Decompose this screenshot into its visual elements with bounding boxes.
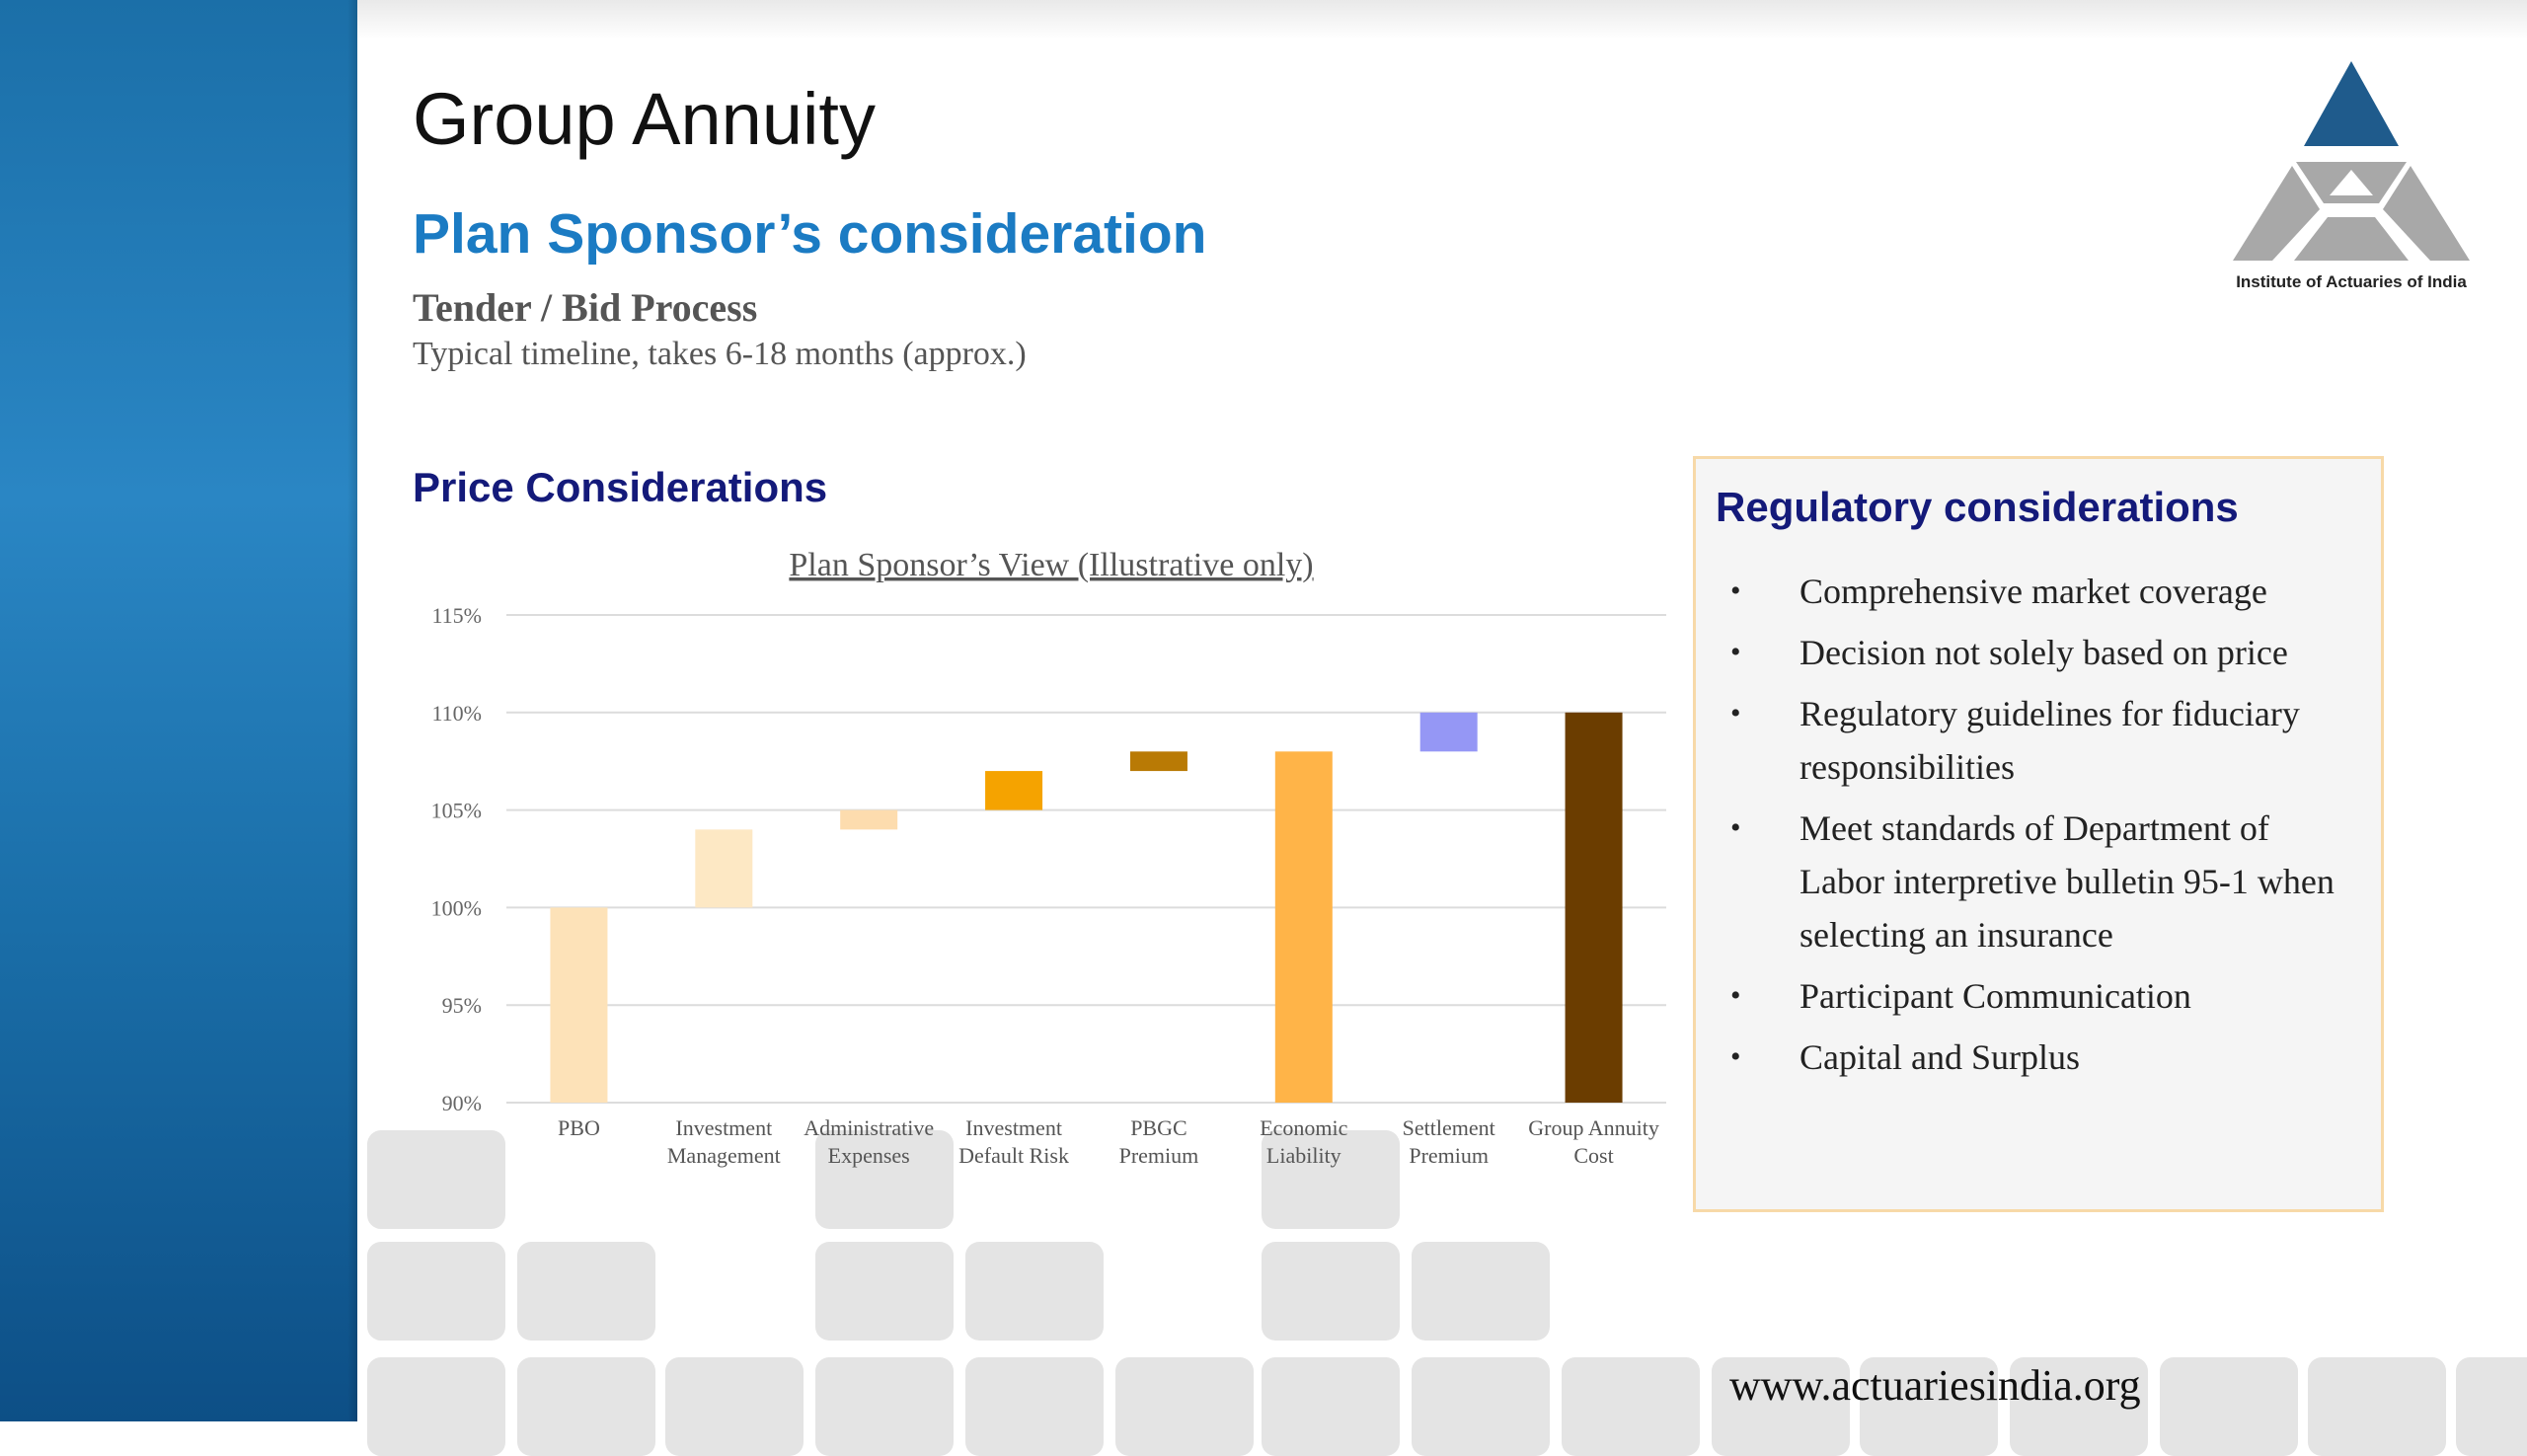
regulatory-item: • Capital and Surplus: [1696, 1031, 2377, 1084]
y-tick-label: 115%: [431, 603, 482, 628]
logo-caption: Institute of Actuaries of India: [2236, 272, 2467, 291]
bullet-icon: •: [1730, 636, 1741, 668]
regulatory-item: • Participant Communication: [1696, 969, 2377, 1023]
regulatory-item-text: Capital and Surplus: [1800, 1037, 2080, 1077]
regulatory-item-text: Decision not solely based on price: [1800, 633, 2288, 672]
bar: [1274, 751, 1333, 1103]
bar: [1419, 712, 1478, 752]
regulatory-title: Regulatory considerations: [1716, 484, 2239, 530]
regulatory-item-text: Meet standards of Department of Labor in…: [1800, 808, 2335, 955]
y-tick-label: 90%: [442, 1091, 482, 1115]
regulatory-item: • Regulatory guidelines for fiduciary res…: [1696, 687, 2377, 794]
bar: [1565, 712, 1623, 1103]
top-shade: [357, 0, 2527, 39]
slide-title: Group Annuity: [413, 78, 876, 160]
bullet-icon: •: [1730, 575, 1741, 607]
bar: [695, 829, 753, 908]
x-tick-label: Cost: [1573, 1143, 1613, 1168]
timeline-subtitle: Typical timeline, takes 6-18 months (app…: [413, 336, 1027, 372]
y-tick-label: 105%: [431, 799, 482, 823]
left-sidebar-band: [0, 0, 357, 1421]
regulatory-item: • Meet standards of Department of Labor i…: [1696, 802, 2377, 961]
bar: [840, 809, 898, 830]
bullet-icon: •: [1730, 697, 1741, 729]
y-tick-label: 100%: [431, 895, 482, 920]
x-tick-label: Group Annuity: [1528, 1115, 1659, 1140]
x-tick-label: Investment: [965, 1115, 1062, 1140]
regulatory-item-text: Participant Communication: [1800, 976, 2191, 1016]
regulatory-item: • Decision not solely based on price: [1696, 626, 2377, 679]
y-tick-label: 110%: [431, 701, 482, 726]
x-tick-label: PBO: [558, 1115, 600, 1140]
bar: [985, 771, 1043, 810]
x-axis-labels: PBO Investment Management Administrative Exp…: [558, 1115, 1659, 1168]
x-tick-label: Investment: [675, 1115, 772, 1140]
iai-logo-icon: [2233, 61, 2470, 261]
waterfall-chart: Plan Sponsor’s View (Illustrative only) …: [431, 547, 1666, 1168]
x-tick-label: Expenses: [828, 1143, 910, 1168]
footer-url: www.actuariesindia.org: [1729, 1361, 2141, 1410]
x-tick-label: Settlement: [1403, 1115, 1495, 1140]
x-tick-label: PBGC: [1130, 1115, 1187, 1140]
regulatory-item-text: Comprehensive market coverage: [1800, 572, 2267, 611]
x-tick-label: Default Risk: [958, 1143, 1069, 1168]
chart-title: Plan Sponsor’s View (Illustrative only): [789, 547, 1313, 583]
slide-heading: Plan Sponsor’s consideration: [413, 202, 1207, 266]
bullet-icon: •: [1730, 811, 1741, 844]
section-label: Tender / Bid Process: [413, 285, 758, 330]
x-tick-label: Liability: [1266, 1143, 1341, 1168]
bar: [550, 907, 608, 1103]
x-tick-label: Premium: [1119, 1143, 1199, 1168]
x-tick-label: Management: [667, 1143, 781, 1168]
x-tick-label: Economic: [1260, 1115, 1347, 1140]
x-tick-label: Administrative: [804, 1115, 934, 1140]
y-tick-label: 95%: [442, 993, 482, 1018]
chart-bars: [550, 712, 1623, 1103]
regulatory-considerations-box: Regulatory considerations • Comprehensive…: [1693, 456, 2384, 1212]
price-considerations-heading: Price Considerations: [413, 464, 828, 510]
bar: [1129, 751, 1187, 772]
regulatory-item-text: Regulatory guidelines for fiduciary resp…: [1800, 694, 2300, 787]
y-axis-ticks: 90% 95% 100% 105% 110% 115%: [431, 603, 482, 1115]
x-tick-label: Premium: [1409, 1143, 1489, 1168]
regulatory-item: • Comprehensive market coverage: [1696, 565, 2377, 618]
regulatory-list: • Comprehensive market coverage • Decision …: [1696, 565, 2377, 1092]
bullet-icon: •: [1730, 979, 1741, 1012]
chart-gridlines: [506, 614, 1666, 1104]
bullet-icon: •: [1730, 1040, 1741, 1073]
